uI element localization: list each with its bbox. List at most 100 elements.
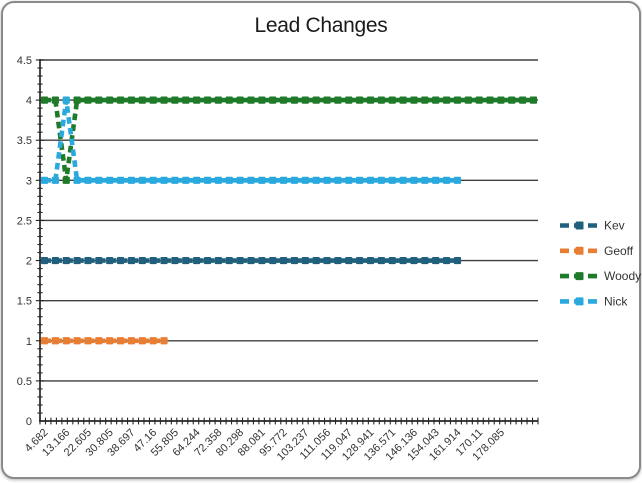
- series-marker: [127, 337, 136, 345]
- legend-label: Nick: [604, 294, 628, 308]
- series-marker: [323, 96, 331, 104]
- series-marker: [345, 176, 353, 184]
- series-marker: [40, 96, 49, 104]
- series-marker: [62, 176, 70, 184]
- series-marker: [225, 176, 233, 184]
- series-marker: [410, 176, 418, 184]
- y-tick-label: 1: [26, 336, 32, 348]
- series-marker: [453, 176, 462, 184]
- series-marker: [301, 176, 309, 184]
- series-marker: [258, 176, 266, 184]
- series-marker: [106, 337, 114, 345]
- series-marker: [51, 176, 59, 184]
- legend-marker: [575, 221, 584, 230]
- series-marker: [356, 176, 364, 184]
- series-marker: [323, 256, 331, 265]
- series-line: [44, 99, 458, 183]
- series-marker: [193, 256, 201, 265]
- series-marker: [410, 96, 418, 104]
- series-marker: [399, 96, 407, 104]
- series-marker: [345, 256, 353, 265]
- series-marker: [95, 256, 103, 265]
- series-marker: [399, 256, 407, 265]
- series-marker: [62, 256, 70, 265]
- series-marker: [247, 256, 255, 265]
- series-marker: [138, 176, 146, 184]
- series-marker: [377, 96, 385, 104]
- series-marker: [399, 176, 407, 184]
- series-marker: [149, 337, 157, 345]
- series-marker: [40, 337, 49, 345]
- y-tick-label: 2: [26, 256, 32, 268]
- legend-item-woody: Woody: [560, 269, 641, 283]
- series-marker: [149, 176, 157, 184]
- series-marker: [95, 176, 103, 184]
- series-marker: [279, 176, 288, 184]
- x-axis-labels: 4.68213.16622.60530.80538.69747.1655.805…: [23, 427, 507, 464]
- series-marker: [279, 256, 288, 265]
- series-marker: [95, 337, 103, 345]
- gridlines: [40, 59, 538, 382]
- series-woody: [40, 96, 538, 184]
- legend-item-nick: Nick: [560, 294, 628, 308]
- series-marker: [106, 176, 114, 184]
- series-marker: [73, 337, 81, 345]
- series-marker: [269, 256, 277, 265]
- series-marker: [356, 96, 364, 104]
- series-marker: [312, 96, 320, 104]
- legend-label: Kev: [604, 219, 625, 233]
- series-marker: [116, 176, 125, 184]
- series-marker: [84, 256, 92, 265]
- y-tick-label: 3.5: [17, 135, 32, 147]
- series-marker: [421, 176, 429, 184]
- series-marker: [529, 96, 538, 104]
- series-marker: [247, 176, 255, 184]
- series-marker: [366, 96, 375, 104]
- series-marker: [442, 256, 451, 265]
- axes: [39, 59, 538, 422]
- lead-changes-chart: 0 0.5 1 1.5 2 2.5 3 3.5 4 4.5 4.68213.16622.60530.…: [17, 55, 641, 464]
- series-marker: [258, 256, 266, 265]
- series-marker: [106, 256, 114, 265]
- y-axis-labels: 0 0.5 1 1.5 2 2.5 3 3.5 4 4.5: [17, 55, 32, 428]
- series-marker: [116, 256, 125, 265]
- series-marker: [84, 176, 92, 184]
- series-marker: [508, 96, 516, 104]
- series-marker: [106, 96, 114, 104]
- series-marker: [290, 256, 299, 265]
- series-marker: [432, 96, 440, 104]
- series-marker: [236, 96, 244, 104]
- series-marker: [116, 96, 125, 104]
- series-marker: [410, 256, 418, 265]
- series-marker: [62, 337, 70, 345]
- series-marker: [301, 96, 309, 104]
- series-marker: [149, 256, 157, 265]
- series-marker: [40, 256, 49, 265]
- series-marker: [442, 96, 451, 104]
- series-marker: [432, 176, 440, 184]
- series-marker: [127, 256, 136, 265]
- series-marker: [312, 176, 320, 184]
- series-marker: [464, 96, 472, 104]
- series-marker: [225, 96, 233, 104]
- tick-marks: [35, 59, 539, 425]
- series-marker: [334, 96, 342, 104]
- series-marker: [214, 176, 222, 184]
- y-tick-label: 0: [26, 416, 32, 428]
- series-marker: [334, 176, 342, 184]
- series-marker: [51, 96, 59, 104]
- series-marker: [160, 256, 168, 265]
- series-marker: [269, 96, 277, 104]
- series-marker: [51, 337, 59, 345]
- series-marker: [171, 256, 179, 265]
- series-marker: [160, 337, 168, 345]
- series-marker: [149, 96, 157, 104]
- series-marker: [203, 96, 212, 104]
- series-marker: [377, 176, 385, 184]
- series-marker: [84, 337, 92, 345]
- series-marker: [290, 96, 299, 104]
- series-marker: [366, 176, 375, 184]
- series-marker: [247, 96, 255, 104]
- series-marker: [453, 256, 462, 265]
- series-marker: [269, 176, 277, 184]
